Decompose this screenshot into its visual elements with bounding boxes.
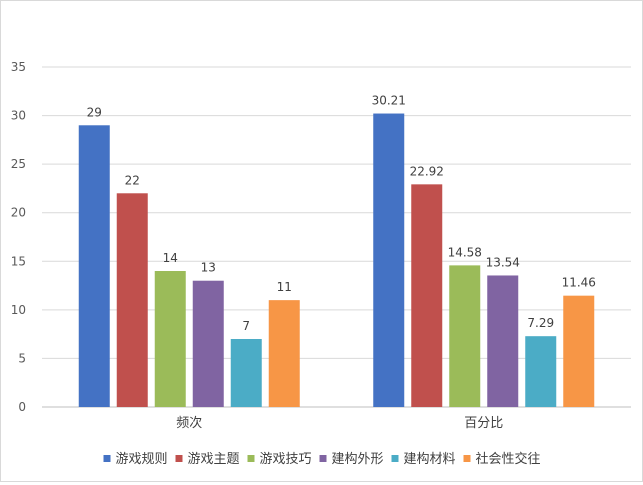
legend-label: 建构外形 <box>332 452 384 467</box>
data-label: 13 <box>201 261 216 275</box>
data-label: 14.58 <box>448 245 482 259</box>
data-label: 7.29 <box>527 316 554 330</box>
bar <box>154 271 186 407</box>
y-tick-label: 10 <box>11 303 26 317</box>
x-axis: 频次 百分比 <box>176 415 503 431</box>
data-label: 30.21 <box>372 94 406 108</box>
bar <box>268 300 300 407</box>
y-tick-label: 5 <box>18 351 26 365</box>
data-label: 14 <box>163 251 178 265</box>
y-tick-label: 35 <box>11 60 26 74</box>
bars <box>78 113 595 408</box>
bar <box>373 113 405 407</box>
bar <box>116 193 148 407</box>
legend-swatch <box>247 455 255 462</box>
legend-label: 建构材料 <box>404 452 456 467</box>
data-label: 22.92 <box>410 164 444 178</box>
y-tick-label: 30 <box>11 109 26 123</box>
x-category-label: 频次 <box>176 415 202 431</box>
data-label: 7 <box>242 319 250 333</box>
y-tick-label: 25 <box>11 157 26 171</box>
bar <box>563 295 595 407</box>
bar <box>525 336 557 407</box>
y-tick-label: 20 <box>11 206 26 220</box>
y-tick-label: 15 <box>11 254 26 268</box>
legend-label: 游戏技巧 <box>260 452 312 467</box>
bar <box>487 275 519 407</box>
data-label: 13.54 <box>486 255 520 269</box>
legend: 游戏规则 游戏主题 游戏技巧 建构外形 建构材料 社会性交往 <box>103 451 541 467</box>
data-label: 11 <box>277 280 292 294</box>
y-axis: 0 5 10 15 20 25 30 35 <box>11 60 26 414</box>
legend-label: 社会性交往 <box>476 451 541 467</box>
data-labels: 29 22 14 13 7 11 30.21 22.92 14.58 13.54 7.29 11.46 <box>87 94 596 333</box>
bar <box>449 265 481 407</box>
data-label: 22 <box>125 173 140 187</box>
legend-swatch <box>463 455 471 462</box>
legend-label: 游戏规则 <box>116 452 168 467</box>
legend-label: 游戏主题 <box>188 452 240 467</box>
legend-swatch <box>319 455 327 462</box>
legend-swatch <box>391 455 399 462</box>
data-label: 29 <box>87 105 102 119</box>
bar <box>230 339 262 407</box>
bar <box>411 184 443 407</box>
legend-swatch <box>103 455 111 462</box>
bar <box>78 125 110 408</box>
legend-swatch <box>175 455 183 462</box>
y-tick-label: 0 <box>18 400 26 414</box>
data-label: 11.46 <box>562 276 596 290</box>
x-category-label: 百分比 <box>464 416 503 431</box>
bar <box>192 280 224 407</box>
